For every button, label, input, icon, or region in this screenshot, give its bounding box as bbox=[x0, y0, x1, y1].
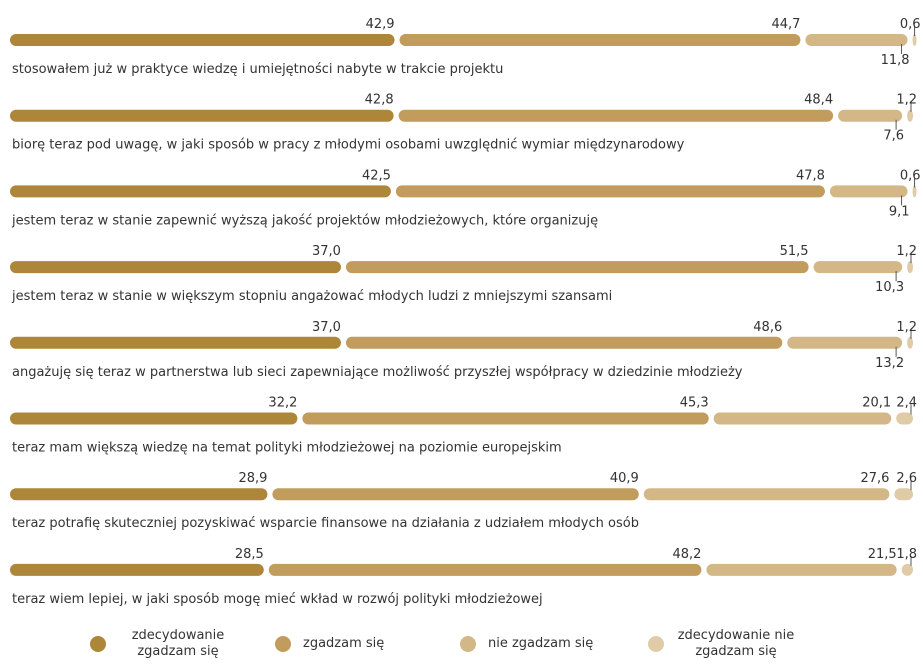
bar-segment bbox=[829, 185, 908, 198]
legend-item: nie zgadzam się bbox=[460, 636, 593, 652]
value-label: 9,1 bbox=[889, 204, 910, 219]
bar-segment bbox=[10, 109, 394, 122]
value-label: 7,6 bbox=[883, 129, 904, 144]
value-label: 27,6 bbox=[860, 471, 889, 486]
value-label: 1,8 bbox=[896, 547, 917, 562]
value-label: 0,6 bbox=[900, 168, 921, 183]
chart: 42,9 44,7 11,8 0,6 stosowałem już w praktyce… bbox=[10, 17, 921, 607]
bar-segment bbox=[907, 261, 913, 274]
bar-segment bbox=[713, 412, 892, 425]
value-label: 28,5 bbox=[235, 547, 264, 562]
bar-segment bbox=[345, 336, 783, 349]
category-label: jestem teraz w stanie w większym stopniu… bbox=[11, 289, 612, 304]
bar-segment bbox=[838, 109, 903, 122]
legend-swatch bbox=[90, 636, 106, 652]
bar-segment bbox=[268, 563, 702, 576]
legend-label: zgadzam się bbox=[303, 636, 385, 651]
category-label: teraz wiem lepiej, w jaki sposób mogę mi… bbox=[12, 592, 543, 607]
value-label: 44,7 bbox=[771, 17, 800, 32]
category-label: biorę teraz pod uwagę, w jaki sposób w p… bbox=[12, 138, 685, 153]
category-label: teraz mam większą wiedzę na temat polity… bbox=[12, 441, 562, 456]
legend-label: zdecydowanie nie zgadzam się bbox=[677, 628, 795, 659]
value-label: 1,2 bbox=[896, 244, 917, 259]
value-label: 32,2 bbox=[268, 396, 297, 411]
bar-segment bbox=[10, 563, 264, 576]
legend: zdecydowanie zgadzam się zgadzam się nie z… bbox=[0, 624, 923, 669]
value-label: 48,4 bbox=[804, 93, 833, 108]
bar-segment bbox=[302, 412, 709, 425]
value-label: 48,6 bbox=[753, 320, 782, 335]
bar-segment bbox=[805, 34, 908, 46]
category-label: jestem teraz w stanie zapewnić wyższą ja… bbox=[11, 213, 598, 228]
value-label: 0,6 bbox=[900, 17, 921, 32]
value-label: 51,5 bbox=[780, 244, 809, 259]
bar-segment bbox=[894, 488, 913, 501]
bar-segment bbox=[395, 185, 825, 198]
bar-segment bbox=[907, 109, 913, 122]
legend-label: nie zgadzam się bbox=[488, 636, 594, 651]
value-label: 48,2 bbox=[672, 547, 701, 562]
bar-segment bbox=[10, 336, 341, 349]
legend-swatch bbox=[648, 636, 664, 652]
value-label: 47,8 bbox=[796, 168, 825, 183]
bar-segment bbox=[10, 412, 298, 425]
bar-segment bbox=[912, 185, 917, 198]
value-label: 2,6 bbox=[896, 471, 917, 486]
bar-segment bbox=[912, 34, 917, 46]
bar-segment bbox=[907, 336, 913, 349]
bar-segment bbox=[398, 109, 834, 122]
value-label: 20,1 bbox=[862, 396, 891, 411]
value-label: 13,2 bbox=[875, 356, 904, 371]
value-label: 45,3 bbox=[680, 396, 709, 411]
legend-item: zdecydowanie nie zgadzam się bbox=[648, 628, 796, 660]
value-label: 2,4 bbox=[896, 396, 917, 411]
bar-segment bbox=[901, 563, 913, 576]
category-label: teraz potrafię skuteczniej pozyskiwać ws… bbox=[12, 516, 639, 531]
legend-swatch bbox=[275, 636, 291, 652]
value-label: 42,5 bbox=[362, 168, 391, 183]
value-label: 42,9 bbox=[366, 17, 395, 32]
bar-segment bbox=[10, 261, 341, 274]
value-label: 1,2 bbox=[896, 320, 917, 335]
category-label: angażuję się teraz w partnerstwa lub sie… bbox=[12, 365, 743, 380]
bar-segment bbox=[787, 336, 903, 349]
value-label: 28,9 bbox=[238, 471, 267, 486]
bar-segment bbox=[399, 34, 801, 46]
bar-segment bbox=[10, 34, 395, 46]
bar-segment bbox=[813, 261, 903, 274]
value-label: 21,5 bbox=[868, 547, 897, 562]
bar-segment bbox=[10, 488, 268, 501]
bar-segment bbox=[896, 412, 913, 425]
bar-segment bbox=[10, 185, 391, 198]
value-label: 11,8 bbox=[881, 53, 910, 68]
bar-segment bbox=[345, 261, 809, 274]
value-label: 40,9 bbox=[610, 471, 639, 486]
value-label: 37,0 bbox=[312, 320, 341, 335]
legend-item: zgadzam się bbox=[275, 636, 384, 652]
value-label: 10,3 bbox=[875, 280, 904, 295]
bar-segment bbox=[706, 563, 897, 576]
value-label: 37,0 bbox=[312, 244, 341, 259]
value-label: 1,2 bbox=[896, 93, 917, 108]
legend-item: zdecydowanie zgadzam się bbox=[90, 628, 238, 660]
legend-label: zdecydowanie zgadzam się bbox=[131, 628, 225, 659]
category-label: stosowałem już w praktyce wiedzę i umiej… bbox=[12, 62, 503, 77]
legend-swatch bbox=[460, 636, 476, 652]
bar-segment bbox=[643, 488, 890, 501]
value-label: 42,8 bbox=[365, 93, 394, 108]
bar-segment bbox=[272, 488, 639, 501]
